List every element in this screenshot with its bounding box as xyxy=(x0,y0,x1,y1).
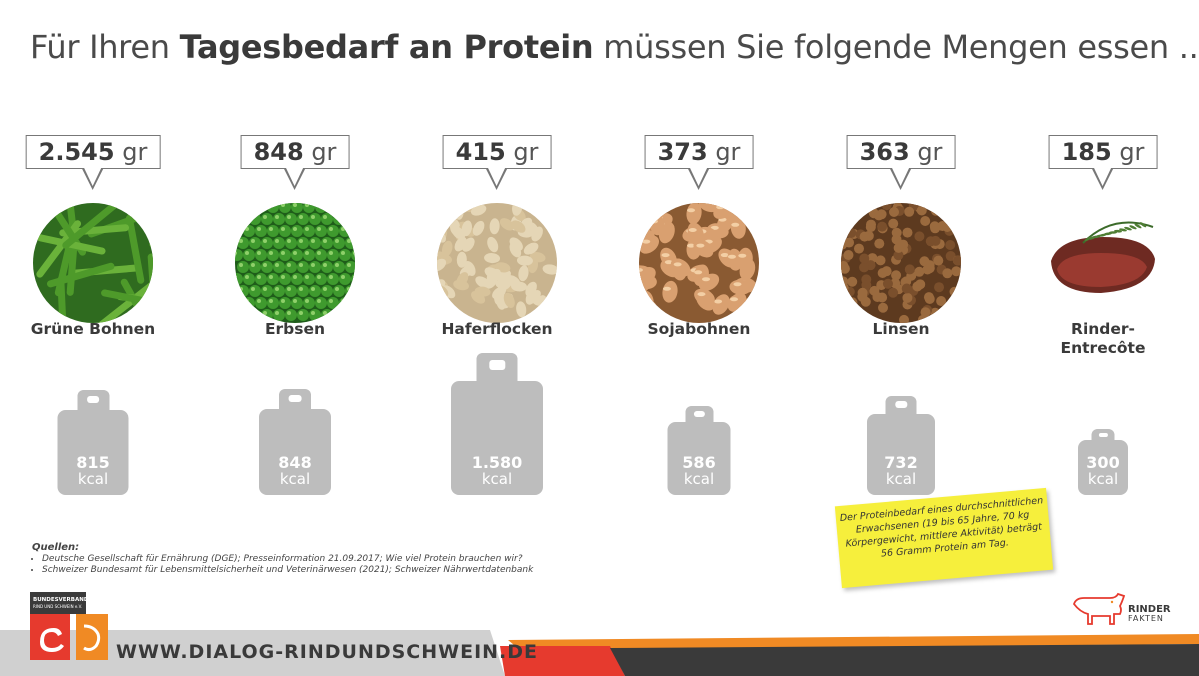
amount-bubble: 185 gr xyxy=(1048,135,1158,190)
peas-photo xyxy=(235,203,355,323)
weight-body xyxy=(1078,440,1128,495)
amount-bubble: 363 gr xyxy=(846,135,956,190)
amount-value: 373 xyxy=(657,138,708,166)
kcal-weight-icon: 848 kcal xyxy=(259,389,331,495)
amount-unit: gr xyxy=(917,138,943,166)
title-part-1: Für Ihren xyxy=(30,28,180,66)
green-beans-photo xyxy=(33,203,153,323)
sources-list: Deutsche Gesellschaft für Ernährung (DGE… xyxy=(32,554,533,577)
kcal-unit: kcal xyxy=(1087,470,1119,488)
protein-note: Der Proteinbedarf eines durchschnittlich… xyxy=(834,487,1054,589)
kcal-weight-icon: 1.580 kcal xyxy=(451,353,543,495)
bubble-pointer xyxy=(889,167,912,190)
weight-body xyxy=(57,410,129,495)
food-column: 373 gr Sojabohnen 586 kcal xyxy=(599,130,799,510)
kcal-value: 586 xyxy=(682,453,716,472)
logo-text: BUNDESVERBAND xyxy=(33,597,89,603)
amount-value: 185 xyxy=(1061,138,1112,166)
soybeans-photo xyxy=(639,203,759,323)
bubble-pointer xyxy=(81,167,104,190)
kcal-value: 848 xyxy=(278,453,312,472)
brand-line-1: RINDER xyxy=(1128,604,1171,615)
source-item: Deutsche Gesellschaft für Ernährung (DGE… xyxy=(42,554,533,566)
kcal-label: 732 kcal xyxy=(867,453,935,488)
kcal-weight-icon: 300 kcal xyxy=(1078,429,1128,495)
oat-flakes-photo xyxy=(437,203,557,323)
sources-heading: Quellen: xyxy=(32,542,80,553)
kcal-value: 732 xyxy=(884,453,918,472)
kcal-label: 815 kcal xyxy=(58,453,129,488)
kcal-label: 300 kcal xyxy=(1078,453,1128,488)
bubble-pointer xyxy=(687,167,710,190)
weight-body xyxy=(867,414,935,495)
kcal-label: 586 kcal xyxy=(668,453,731,488)
kcal-value: 815 xyxy=(76,453,110,472)
amount-unit: gr xyxy=(513,138,539,166)
food-column: 848 gr Erbsen 848 kcal xyxy=(195,130,395,510)
food-column: 415 gr Haferflocken 1.580 kcal xyxy=(397,130,597,510)
amount-value: 848 xyxy=(253,138,304,166)
title-part-3: müssen Sie folgende Mengen essen ... xyxy=(593,28,1199,66)
amount-unit: gr xyxy=(311,138,337,166)
amount-value: 415 xyxy=(455,138,506,166)
weight-body xyxy=(667,422,731,495)
food-name: Erbsen xyxy=(264,320,326,338)
food-column: 185 gr Rinder- Entrecôte 300 kcal xyxy=(1003,130,1199,510)
food-name: Grüne Bohnen xyxy=(30,320,156,338)
bubble-pointer xyxy=(485,167,508,190)
amount-bubble: 415 gr xyxy=(442,135,552,190)
kcal-unit: kcal xyxy=(885,470,917,488)
amount-value: 2.545 xyxy=(38,138,115,166)
kcal-unit: kcal xyxy=(481,470,513,488)
rinder-fakten-logo[interactable]: RINDER FAKTEN xyxy=(1070,592,1171,628)
kcal-weight-icon: 815 kcal xyxy=(57,390,129,495)
amount-bubble: 373 gr xyxy=(644,135,754,190)
lentils-photo xyxy=(841,203,961,323)
kcal-unit: kcal xyxy=(683,470,715,488)
kcal-unit: kcal xyxy=(279,470,311,488)
kcal-unit: kcal xyxy=(77,470,109,488)
kcal-label: 848 kcal xyxy=(259,453,331,488)
bubble-pointer xyxy=(1091,167,1114,190)
amount-unit: gr xyxy=(122,138,148,166)
kcal-weight-icon: 586 kcal xyxy=(667,406,731,495)
food-column: 363 gr Linsen 732 kcal xyxy=(801,130,1001,510)
website-link[interactable]: WWW.DIALOG-RINDUNDSCHWEIN.DE xyxy=(116,641,539,663)
kcal-label: 1.580 kcal xyxy=(451,453,543,488)
food-name: Rinder- Entrecôte xyxy=(1060,320,1146,357)
sources: Quellen: Deutsche Gesellschaft für Ernäh… xyxy=(32,542,533,577)
footer-stripes xyxy=(0,630,1199,676)
page-title: Für Ihren Tagesbedarf an Protein müssen … xyxy=(30,28,1199,66)
bundesverband-logo[interactable]: BUNDESVERBAND RIND UND SCHWEIN e.V. xyxy=(30,592,108,662)
weight-body xyxy=(259,409,331,495)
amount-unit: gr xyxy=(715,138,741,166)
food-name: Linsen xyxy=(872,320,930,338)
weight-body xyxy=(451,381,543,495)
beef-steak-photo xyxy=(1043,203,1163,323)
title-part-2: Tagesbedarf an Protein xyxy=(179,28,594,66)
cow-icon xyxy=(1072,592,1126,625)
amount-bubble: 848 gr xyxy=(240,135,350,190)
amount-value: 363 xyxy=(859,138,910,166)
bubble-pointer xyxy=(283,167,306,190)
brand-line-2: FAKTEN xyxy=(1128,614,1164,623)
food-column: 2.545 gr Grüne Bohnen 815 kcal xyxy=(0,130,193,510)
amount-unit: gr xyxy=(1119,138,1145,166)
kcal-value: 1.580 xyxy=(471,453,523,472)
kcal-weight-icon: 732 kcal xyxy=(867,396,935,495)
svg-text:RIND UND SCHWEIN e.V.: RIND UND SCHWEIN e.V. xyxy=(33,604,82,609)
kcal-value: 300 xyxy=(1086,453,1120,472)
amount-bubble: 2.545 gr xyxy=(25,135,161,190)
food-name: Sojabohnen xyxy=(647,320,751,338)
food-name: Haferflocken xyxy=(441,320,553,338)
source-item: Schweizer Bundesamt für Lebensmittelsich… xyxy=(42,565,533,577)
